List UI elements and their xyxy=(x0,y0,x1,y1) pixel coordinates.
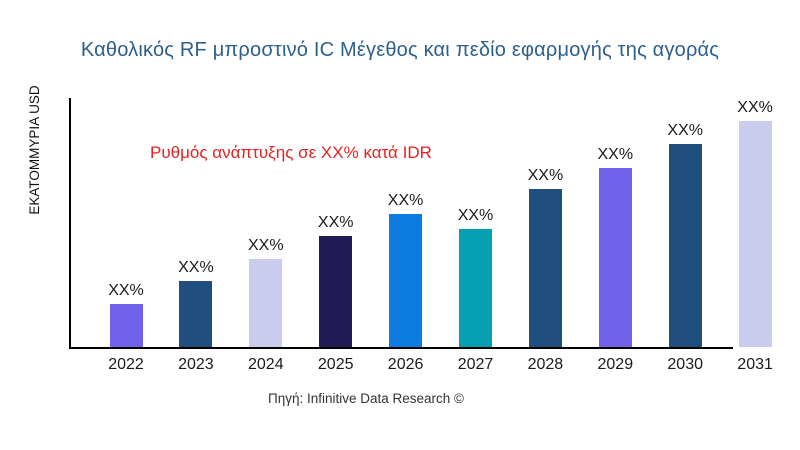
bar-value-label-2029: XX% xyxy=(597,146,634,164)
bar-2027 xyxy=(459,229,492,347)
x-tick-label-2025: 2025 xyxy=(317,356,354,373)
bar-value-label-2023: XX% xyxy=(178,259,214,277)
bar-2028 xyxy=(528,188,562,347)
x-tick-label-2026: 2026 xyxy=(387,356,424,373)
bar-2030 xyxy=(668,143,702,347)
x-tick-label-2022: 2022 xyxy=(108,356,144,373)
bar-2029 xyxy=(598,168,632,347)
bar-value-label-2022: XX% xyxy=(108,282,144,300)
x-tick-label-2027: 2027 xyxy=(457,356,494,373)
bar-value-label-2030: XX% xyxy=(667,121,703,139)
x-axis-line xyxy=(69,347,733,349)
source-attribution: Πηγή: Infinitive Data Research © xyxy=(267,391,465,406)
bar-value-label-2028: XX% xyxy=(527,166,564,184)
bar-value-label-2031: XX% xyxy=(737,99,773,116)
x-tick-label-2024: 2024 xyxy=(248,356,284,373)
x-tick-label-2023: 2023 xyxy=(178,356,214,373)
x-tick-label-2029: 2029 xyxy=(597,356,634,373)
bar-2024 xyxy=(249,258,283,347)
x-tick-label-2031: 2031 xyxy=(737,356,773,373)
bar-2026 xyxy=(389,213,423,347)
bar-value-label-2024: XX% xyxy=(248,236,284,254)
bar-2023 xyxy=(179,281,213,347)
bar-2031 xyxy=(738,121,772,347)
chart-title: Καθολικός RF μπροστινό IC Μέγεθος και πε… xyxy=(80,39,720,61)
y-axis-line xyxy=(69,98,71,349)
bar-2022 xyxy=(109,304,143,347)
bar-value-label-2025: XX% xyxy=(317,214,354,232)
y-axis-label: ΕΚΑΤΟΜΜΥΡΙΑ USD xyxy=(27,85,42,215)
bar-value-label-2027: XX% xyxy=(457,207,494,225)
growth-rate-annotation: Ρυθμός ανάπτυξης σε XX% κατά IDR xyxy=(150,143,432,162)
x-tick-label-2028: 2028 xyxy=(527,356,564,373)
bar-value-label-2026: XX% xyxy=(387,191,424,209)
bar-2025 xyxy=(319,236,353,347)
x-tick-label-2030: 2030 xyxy=(667,356,703,373)
